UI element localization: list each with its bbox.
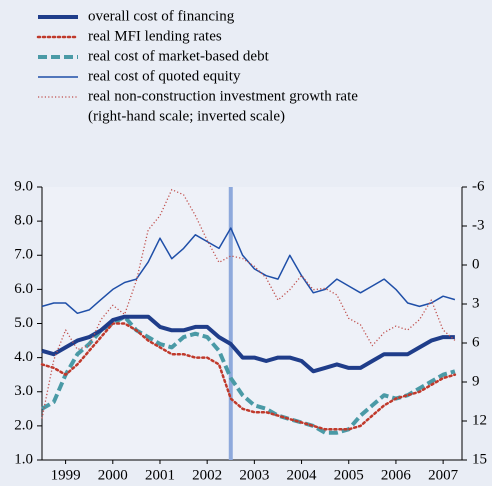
y-tick-label: 6.0 (14, 281, 33, 297)
y-tick-label: 4.0 (14, 349, 33, 365)
y2-tick-label: -3 (472, 217, 485, 233)
legend-label: real MFI lending rates (88, 28, 222, 44)
x-tick-label: 2000 (98, 467, 128, 483)
x-tick-label: 2001 (145, 467, 175, 483)
y2-tick-label: 15 (472, 451, 487, 467)
plot-area (42, 187, 462, 460)
series-line (41, 314, 455, 374)
y-tick-label: 9.0 (14, 178, 33, 194)
legend-label: real non-construction investment growth … (88, 88, 358, 104)
x-tick-label: 2005 (334, 467, 364, 483)
x-tick-label: 2007 (428, 467, 459, 483)
x-tick-label: 1999 (51, 467, 81, 483)
x-tick-label: 2004 (287, 467, 318, 483)
y-tick-label: 8.0 (14, 213, 33, 229)
y2-tick-label: 0 (472, 256, 480, 272)
y2-tick-label: 12 (472, 412, 487, 428)
y2-tick-label: 6 (472, 334, 480, 350)
legend-label: real cost of market-based debt (88, 48, 270, 64)
series-line (41, 314, 456, 435)
x-tick-label: 2002 (192, 467, 222, 483)
y2-tick-label: 3 (472, 295, 480, 311)
legend-label: real cost of quoted equity (88, 68, 241, 84)
y-tick-label: 7.0 (14, 247, 33, 263)
y-tick-label: 1.0 (14, 451, 33, 467)
legend-label: overall cost of financing (88, 8, 235, 24)
y-tick-label: 2.0 (14, 417, 33, 433)
y-tick-label: 3.0 (14, 383, 33, 399)
y-tick-label: 5.0 (14, 315, 33, 331)
legend-note: (right-hand scale; inverted scale) (88, 108, 285, 124)
y2-tick-label: 9 (472, 373, 480, 389)
x-tick-label: 2006 (381, 467, 412, 483)
x-tick-label: 2003 (239, 467, 269, 483)
y2-tick-label: -6 (472, 178, 485, 194)
series-line (41, 188, 456, 419)
series-line (40, 322, 457, 431)
